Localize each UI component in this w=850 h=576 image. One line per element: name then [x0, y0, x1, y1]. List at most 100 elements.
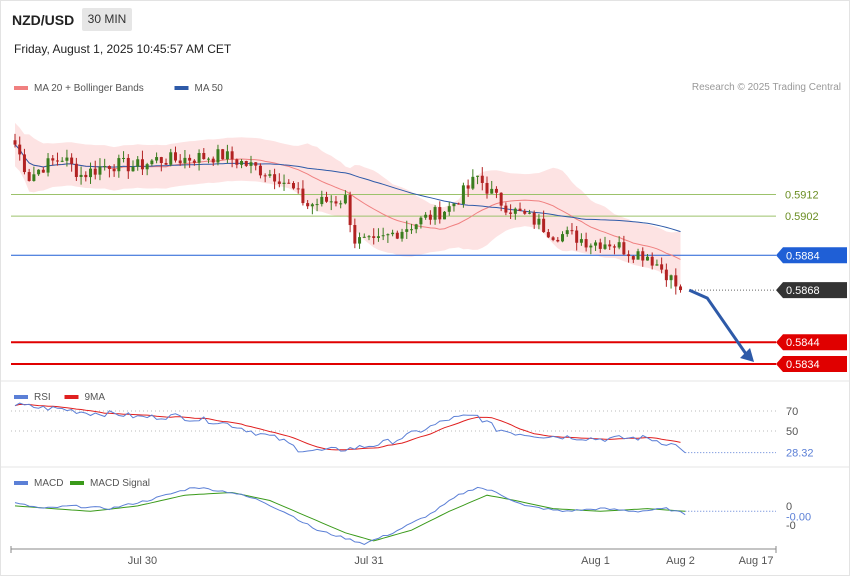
- candle: [112, 164, 116, 177]
- resistance-label: 0.5912: [785, 189, 819, 201]
- candle: [556, 237, 560, 243]
- candle: [46, 153, 50, 177]
- pivot-tag-label: 0.5884: [786, 250, 820, 262]
- candle: [192, 159, 196, 166]
- candle: [537, 214, 541, 230]
- candle: [93, 160, 97, 180]
- candle: [98, 158, 102, 181]
- candle: [348, 191, 352, 233]
- candle: [372, 228, 376, 245]
- candle: [173, 146, 177, 163]
- candle: [230, 146, 234, 168]
- price-legend-swatch: [174, 86, 189, 90]
- timeframe-badge[interactable]: 30 MIN: [82, 8, 132, 31]
- candle: [13, 133, 17, 148]
- support-tag: [776, 355, 847, 372]
- candle: [55, 152, 59, 166]
- candle: [617, 236, 621, 250]
- candle: [136, 156, 140, 171]
- candle: [60, 157, 64, 163]
- candle: [631, 255, 635, 264]
- candle: [169, 148, 173, 167]
- candle: [532, 210, 536, 229]
- candle: [414, 223, 418, 234]
- candle: [107, 165, 111, 178]
- candle: [443, 210, 447, 220]
- candle: [202, 148, 206, 160]
- bollinger-band-area: [15, 122, 681, 288]
- candle: [282, 174, 286, 191]
- candle: [523, 208, 527, 215]
- candle: [679, 284, 683, 293]
- candle: [343, 190, 347, 205]
- macd-panel: 0-0.00-0: [14, 486, 811, 545]
- candle: [622, 235, 626, 256]
- macd-legend-label: MACD: [34, 478, 63, 489]
- price-legend-swatch: [14, 86, 28, 90]
- candle: [277, 173, 281, 188]
- candle: [51, 154, 55, 166]
- forecast-arrow-line: [688, 288, 748, 355]
- macd-signal-line: [14, 491, 686, 542]
- candle: [504, 202, 508, 216]
- candle: [320, 190, 324, 207]
- x-axis: Jul 30 Jul 31 Aug 1 Aug 2 Aug 17: [10, 546, 777, 567]
- candle: [575, 226, 579, 251]
- legends: MA 20 + Bollinger Bands MA 50 RSI 9MA MACD MA…: [1, 83, 849, 489]
- macd-tick-label: -0.00: [786, 512, 811, 524]
- candle: [589, 243, 593, 255]
- candle: [650, 252, 654, 270]
- candle: [636, 248, 640, 260]
- forecast-arrow-head: [740, 347, 755, 362]
- x-tick-label: Jul 30: [128, 555, 157, 567]
- candle: [140, 150, 144, 176]
- candle: [268, 169, 272, 178]
- candle: [594, 240, 598, 251]
- candle: [89, 162, 93, 184]
- candle: [546, 229, 550, 239]
- candle: [424, 212, 428, 220]
- candle: [41, 167, 45, 173]
- candle: [513, 207, 517, 220]
- candle: [438, 201, 442, 224]
- price-tags: 0.5912 0.5902 0.5884 0.5868 0.5844 0.5834: [776, 189, 847, 372]
- candle: [471, 169, 475, 191]
- candle: [570, 223, 574, 235]
- candle: [315, 198, 319, 212]
- candle: [494, 186, 498, 199]
- candle: [358, 232, 362, 249]
- candle: [164, 158, 168, 165]
- ma50-line: [14, 144, 681, 233]
- candle: [65, 149, 69, 167]
- candle: [131, 160, 135, 172]
- candle: [244, 160, 248, 167]
- candle: [598, 238, 602, 253]
- candle: [334, 196, 338, 207]
- datetime-label: Friday, August 1, 2025 10:45:57 AM CET: [14, 42, 232, 56]
- candle: [433, 205, 437, 225]
- candle: [178, 154, 182, 166]
- resistance-label: 0.5902: [785, 211, 819, 223]
- candle: [565, 226, 569, 237]
- symbol-label: NZD/USD: [12, 12, 75, 28]
- candle: [461, 182, 465, 208]
- candle: [376, 228, 380, 242]
- candle: [74, 157, 78, 181]
- macd-legend-label: MACD Signal: [90, 478, 150, 489]
- candle: [216, 144, 220, 166]
- candle: [225, 144, 229, 164]
- rsi-panel: 70 50 28.32: [11, 402, 814, 460]
- candle: [325, 191, 329, 203]
- candle: [122, 151, 126, 163]
- candle: [37, 169, 41, 176]
- rsi-level-label: 50: [786, 426, 798, 438]
- x-tick-label: Jul 31: [354, 555, 383, 567]
- candle: [561, 231, 565, 243]
- candle: [527, 209, 531, 215]
- candle: [79, 166, 83, 185]
- candle: [419, 216, 423, 229]
- macd-tick-label: 0: [786, 501, 792, 513]
- candle: [249, 155, 253, 174]
- current-tag-label: 0.5868: [786, 285, 820, 297]
